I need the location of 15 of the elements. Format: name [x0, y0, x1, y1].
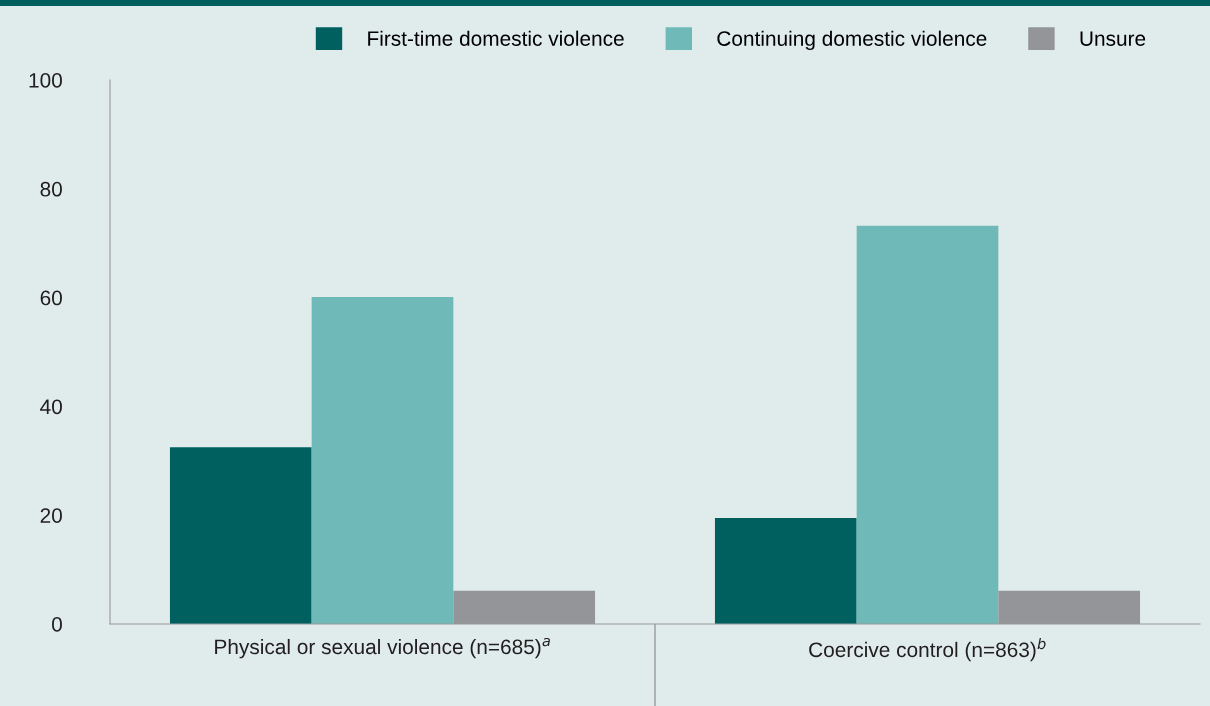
- legend-label: Continuing domestic violence: [717, 30, 987, 51]
- y-tick-label: 0: [52, 617, 62, 632]
- x-tick-label: Physical or sexual violence (n=685)$^{a}$: [215, 637, 550, 659]
- y-tick-label: 80: [40, 181, 62, 197]
- bar: [714, 517, 857, 624]
- legend-label: First-time domestic violence: [368, 30, 624, 46]
- y-tick-label: 100: [29, 73, 62, 88]
- y-tick-label: 60: [40, 290, 62, 306]
- y-tick-label: 40: [40, 399, 62, 415]
- bar: [169, 447, 312, 624]
- y-tick-label: 20: [40, 508, 62, 523]
- x-tick-label: Coercive control (n=863)$^{b}$: [809, 637, 1046, 662]
- bar: [856, 225, 999, 624]
- legend-label: Unsure: [1080, 31, 1146, 46]
- bar: [311, 297, 454, 624]
